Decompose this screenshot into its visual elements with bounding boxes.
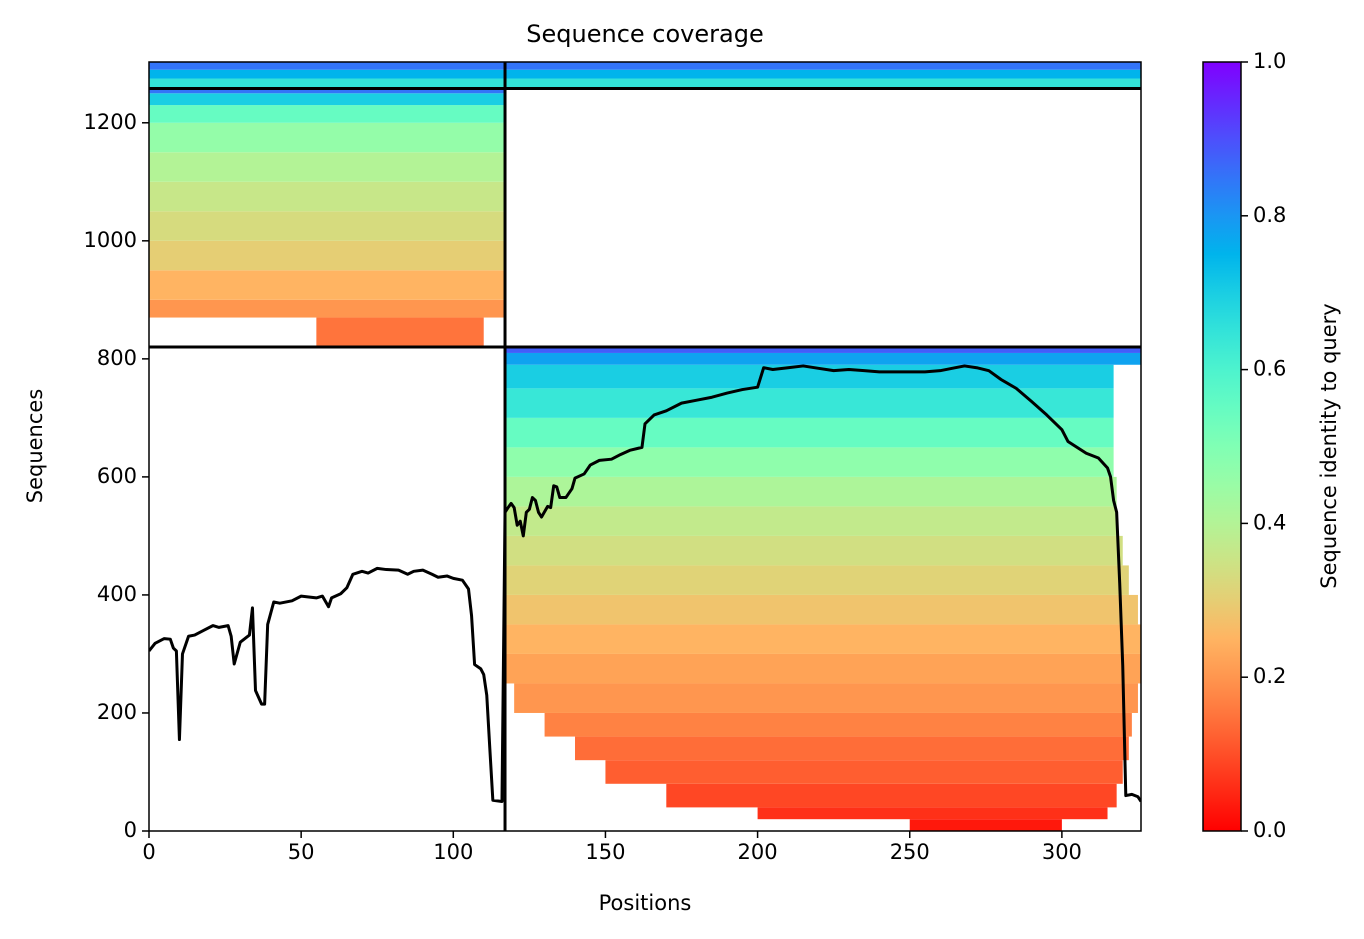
colorbar-label: Sequence identity to query: [1317, 303, 1341, 588]
y-axis-label: Sequences: [23, 389, 47, 504]
x-tick-label: 300: [1042, 840, 1082, 864]
coverage-block: [505, 347, 1141, 353]
colorbar: [1202, 61, 1242, 832]
coverage-block: [505, 447, 1114, 477]
x-tick-label: 150: [585, 840, 625, 864]
coverage-block: [505, 594, 1138, 625]
y-tick-label: 1200: [84, 110, 137, 134]
colorbar-tick-label: 0.2: [1253, 664, 1286, 688]
coverage-block: [149, 181, 506, 212]
coverage-block: [149, 270, 506, 300]
coverage-block: [149, 211, 506, 241]
coverage-block: [505, 476, 1117, 507]
coverage-block: [505, 653, 1141, 684]
coverage-block: [149, 88, 506, 94]
y-tick-label: 800: [97, 346, 137, 370]
coverage-block: [505, 565, 1129, 595]
coverage-block: [149, 240, 506, 271]
colorbar-tick-label: 1.0: [1253, 49, 1286, 73]
coverage-block: [505, 388, 1114, 418]
plot-frame: [148, 61, 1142, 832]
coverage-block: [149, 69, 1141, 79]
x-tick-label: 50: [288, 840, 315, 864]
coverage-block: [505, 624, 1141, 654]
y-tick-label: 1000: [84, 228, 137, 252]
y-tick-label: 0: [124, 818, 137, 842]
coverage-block: [149, 93, 506, 106]
coverage-block: [505, 535, 1123, 566]
coverage-block: [909, 819, 1062, 831]
y-tick-label: 400: [97, 582, 137, 606]
coverage-block: [514, 683, 1138, 713]
coverage-block: [149, 62, 1141, 70]
colorbar-tick-label: 0.8: [1253, 203, 1286, 227]
coverage-block: [149, 78, 1141, 89]
x-tick-label: 200: [738, 840, 778, 864]
coverage-block: [605, 760, 1123, 784]
colorbar-tick-label: 0.6: [1253, 357, 1286, 381]
x-tick-label: 100: [433, 840, 473, 864]
coverage-block: [149, 299, 506, 318]
coverage-block: [757, 807, 1108, 820]
coverage-block: [505, 417, 1114, 448]
x-axis-label: Positions: [599, 891, 692, 915]
coverage-block: [149, 105, 506, 123]
coverage-block: [149, 152, 506, 182]
y-tick-label: 600: [97, 464, 137, 488]
chart-title: Sequence coverage: [526, 20, 763, 48]
coverage-block: [149, 122, 506, 153]
y-tick-label: 200: [97, 700, 137, 724]
x-tick-label: 0: [142, 840, 155, 864]
colorbar-tick-label: 0.4: [1253, 510, 1286, 534]
coverage-block: [544, 712, 1132, 737]
coverage-line: [149, 364, 1141, 803]
coverage-block: [505, 352, 1141, 365]
colorbar-tick-label: 0.0: [1253, 818, 1286, 842]
coverage-block: [505, 506, 1117, 536]
plot-area: [149, 62, 1141, 831]
coverage-block: [316, 317, 484, 348]
coverage-block: [505, 364, 1114, 389]
coverage-block: [666, 783, 1117, 808]
coverage-block: [575, 736, 1129, 761]
x-tick-label: 250: [890, 840, 930, 864]
